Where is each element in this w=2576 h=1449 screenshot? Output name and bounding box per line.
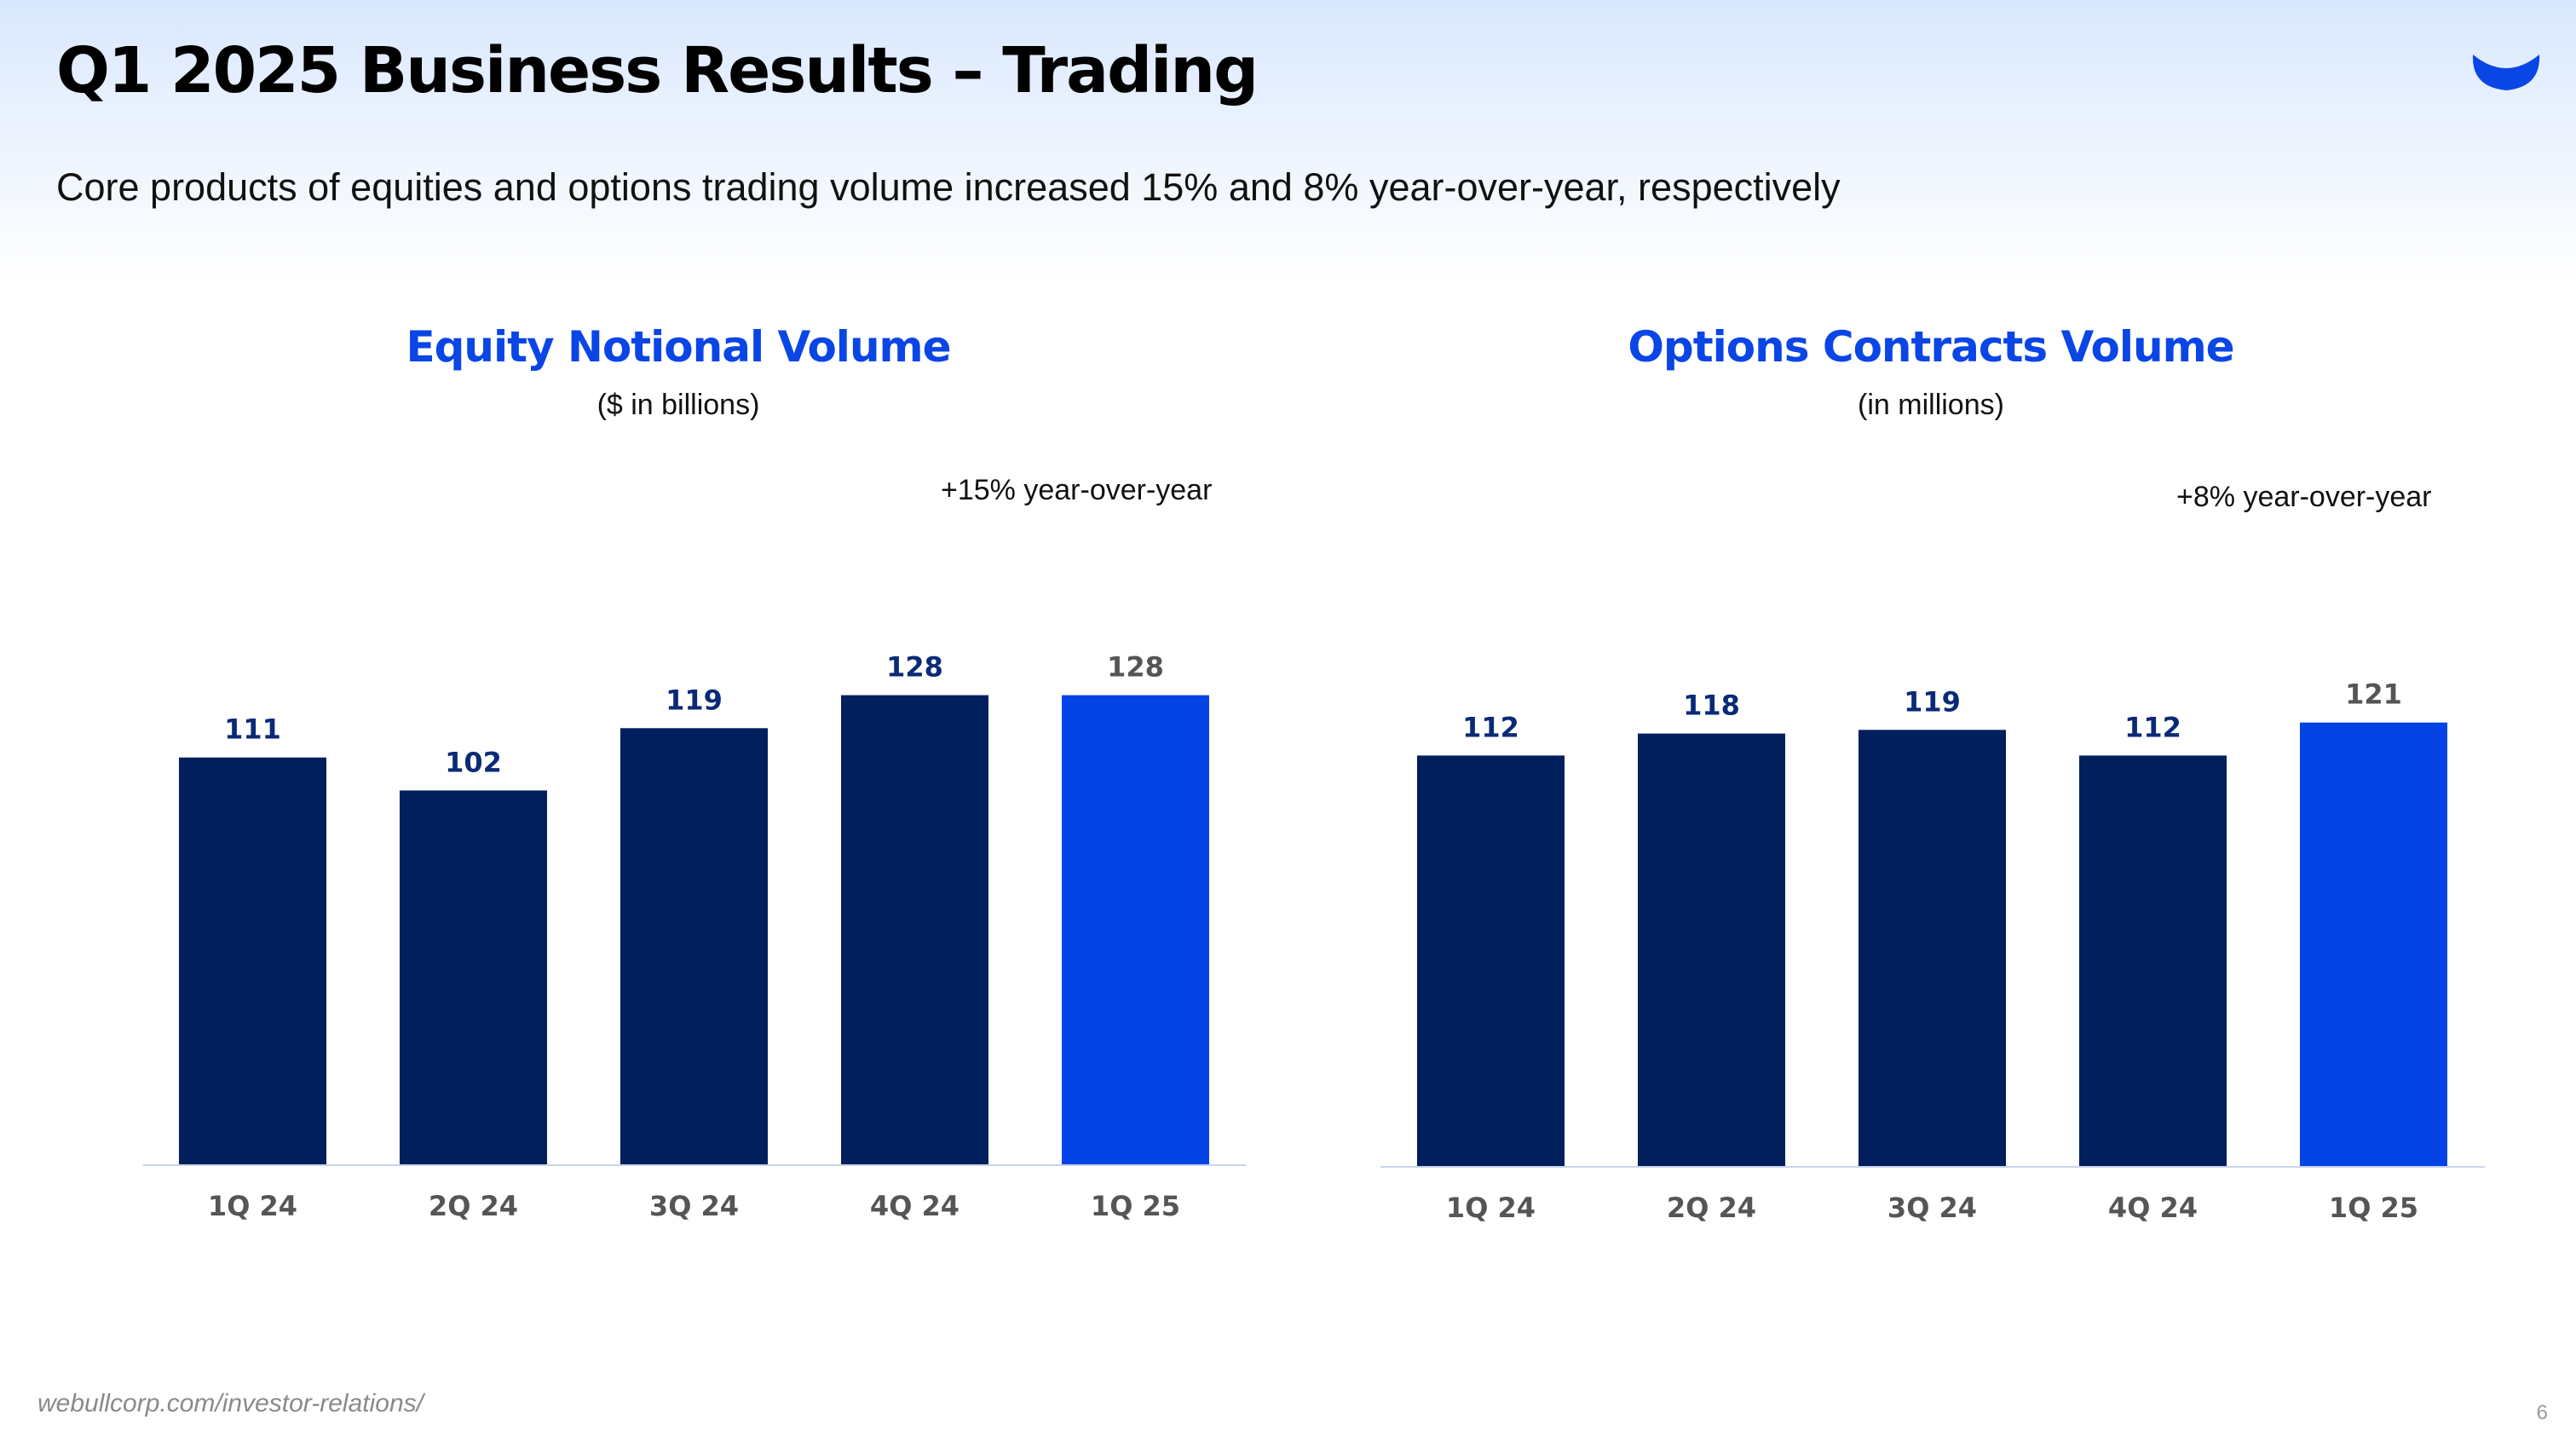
- page-number: 6: [2536, 1401, 2548, 1424]
- equity-value-label: 119: [666, 684, 723, 716]
- equity-bar-2q-24: [400, 790, 547, 1164]
- equity-value-label: 128: [1107, 651, 1164, 684]
- webull-logo-icon: [2472, 55, 2540, 90]
- equity-value-label: 128: [886, 651, 943, 684]
- equity-chart-title: Equity Notional Volume: [406, 322, 951, 372]
- options-value-label: 121: [2345, 678, 2402, 711]
- equity-notional-volume-chart: 111 1Q 24 102 2Q 24 119 3Q 24 128 4Q 24 128 1Q 25: [143, 651, 1246, 1222]
- options-bar-1q-24: [1417, 755, 1565, 1166]
- equity-bar-1q-25: [1062, 695, 1209, 1164]
- options-x-tick-label: 2Q 24: [1667, 1192, 1756, 1224]
- equity-x-tick-label: 3Q 24: [649, 1190, 739, 1222]
- equity-yoy-annotation: +15% year-over-year: [941, 474, 1213, 506]
- page-subtitle: Core products of equities and options tr…: [56, 165, 1841, 209]
- options-value-label: 119: [1904, 685, 1961, 718]
- options-value-label: 112: [1462, 711, 1519, 743]
- equity-bar-1q-24: [179, 757, 326, 1164]
- options-bar-4q-24: [2079, 755, 2227, 1166]
- options-contracts-volume-chart: 112 1Q 24 118 2Q 24 119 3Q 24 112 4Q 24 121 1Q 25: [1380, 678, 2485, 1224]
- equity-value-label: 102: [445, 746, 502, 778]
- page-title: Q1 2025 Business Results – Trading: [56, 34, 1259, 107]
- equity-value-label: 111: [224, 713, 281, 746]
- equity-bar-3q-24: [620, 728, 768, 1164]
- options-x-tick-label: 4Q 24: [2108, 1192, 2198, 1224]
- equity-x-tick-label: 2Q 24: [429, 1190, 518, 1222]
- options-bar-3q-24: [1859, 730, 2006, 1166]
- options-value-label: 112: [2124, 711, 2181, 743]
- equity-x-tick-label: 4Q 24: [870, 1190, 960, 1222]
- equity-x-tick-label: 1Q 24: [208, 1190, 297, 1222]
- options-yoy-annotation: +8% year-over-year: [2176, 481, 2432, 513]
- options-chart-unit: (in millions): [1858, 389, 2004, 421]
- options-x-tick-label: 1Q 24: [1446, 1192, 1536, 1224]
- footer-source-link[interactable]: webullcorp.com/investor-relations/: [37, 1389, 424, 1417]
- options-x-tick-label: 1Q 25: [2329, 1192, 2418, 1224]
- equity-x-tick-label: 1Q 25: [1091, 1190, 1180, 1222]
- options-chart-title: Options Contracts Volume: [1628, 322, 2234, 372]
- options-bar-1q-25: [2300, 722, 2447, 1166]
- options-x-tick-label: 3Q 24: [1887, 1192, 1977, 1224]
- equity-chart-unit: ($ in billions): [596, 389, 760, 421]
- options-bar-2q-24: [1638, 733, 1785, 1166]
- equity-bar-4q-24: [841, 695, 988, 1164]
- options-value-label: 118: [1683, 690, 1740, 722]
